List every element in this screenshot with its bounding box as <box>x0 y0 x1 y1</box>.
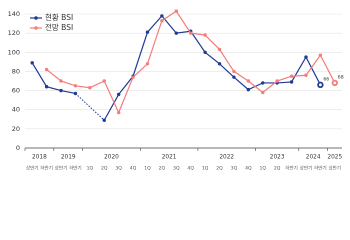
point <box>246 79 251 83</box>
point <box>30 61 34 65</box>
point <box>261 81 265 85</box>
year-label: 2025 <box>327 155 342 161</box>
x-tick-label: 2Q <box>216 166 223 172</box>
point <box>304 55 308 59</box>
year-label: 2024 <box>306 155 321 161</box>
year-label: 2018 <box>32 155 47 161</box>
point <box>246 87 251 92</box>
point <box>289 74 294 78</box>
point <box>116 92 121 97</box>
x-tick-label: 3Q <box>115 166 122 172</box>
point <box>59 88 63 93</box>
data-label: 66 <box>323 76 329 82</box>
x-tick-label: 2Q <box>274 166 281 172</box>
gap-bridge <box>75 93 105 121</box>
point <box>116 110 121 115</box>
legend-swatch-dot <box>34 26 38 30</box>
x-tick-label: 4Q <box>187 166 194 172</box>
page: {"chart_data": { "type": "line", "catego… <box>7 9 344 172</box>
point <box>289 80 294 84</box>
series-line <box>31 62 76 95</box>
y-tick-label: 140 <box>8 10 20 18</box>
x-tick-label: 1Q <box>202 166 209 172</box>
point <box>145 30 150 34</box>
point <box>102 79 106 83</box>
series-line <box>103 14 321 121</box>
point <box>73 84 78 88</box>
legend-label: 현황 BSI <box>45 12 73 22</box>
x-tick-label: 1Q <box>144 166 151 172</box>
x-tick-label: 1Q <box>259 166 266 172</box>
point <box>275 79 279 83</box>
x-tick-label: 3Q <box>173 166 180 172</box>
x-tick-label: 하반기 <box>314 165 327 172</box>
point <box>174 31 178 35</box>
point <box>59 79 63 83</box>
x-tick-label: 2Q <box>159 166 166 172</box>
point <box>203 50 207 54</box>
point <box>102 118 106 122</box>
y-tick-label: 80 <box>12 67 20 75</box>
point <box>189 31 193 35</box>
x-tick-label: 하반기 <box>285 165 298 172</box>
point <box>160 19 164 23</box>
x-tick-label: 하반기 <box>69 165 82 172</box>
point <box>217 47 222 52</box>
x-tick-label: 상반기 <box>300 165 313 172</box>
x-tick-label: 상반기 <box>26 165 39 172</box>
year-label: 2021 <box>162 155 177 161</box>
x-tick-label: 2Q <box>101 166 108 172</box>
x-tick-label: 1Q <box>87 166 94 172</box>
y-tick-label: 20 <box>12 125 20 133</box>
y-tick-label: 40 <box>12 106 20 114</box>
y-tick-label: 0 <box>16 144 20 152</box>
point <box>217 62 222 66</box>
x-tick-label: 3Q <box>231 166 238 172</box>
point <box>160 14 164 18</box>
x-tick-label: 상반기 <box>55 165 68 172</box>
legend-label: 전망 BSI <box>45 22 73 32</box>
point <box>232 75 236 79</box>
x-tick-label: 4Q <box>130 166 137 172</box>
year-label: 2023 <box>270 155 285 161</box>
data-label: 68 <box>338 74 344 80</box>
y-tick-label: 60 <box>12 87 20 95</box>
point <box>44 67 49 72</box>
x-tick-label: 4Q <box>245 166 252 172</box>
series-line <box>46 10 336 115</box>
legend-swatch-dot <box>34 16 38 20</box>
last-point-inner <box>333 81 337 85</box>
point <box>203 33 207 37</box>
point <box>261 90 265 95</box>
point <box>145 62 150 66</box>
year-label: 2022 <box>219 155 234 161</box>
point <box>318 53 323 57</box>
year-label: 2019 <box>61 155 76 161</box>
point <box>174 9 178 13</box>
y-tick-label: 120 <box>8 29 20 37</box>
y-tick-label: 100 <box>8 48 20 56</box>
x-tick-label: 하반기 <box>40 165 53 172</box>
point <box>44 85 49 89</box>
year-label: 2020 <box>104 155 119 161</box>
point <box>73 91 78 96</box>
point <box>88 86 92 90</box>
point <box>131 75 135 79</box>
x-tick-label: 상반기 <box>328 165 341 172</box>
last-point-inner <box>318 83 322 87</box>
point <box>304 73 308 77</box>
point <box>232 69 236 74</box>
